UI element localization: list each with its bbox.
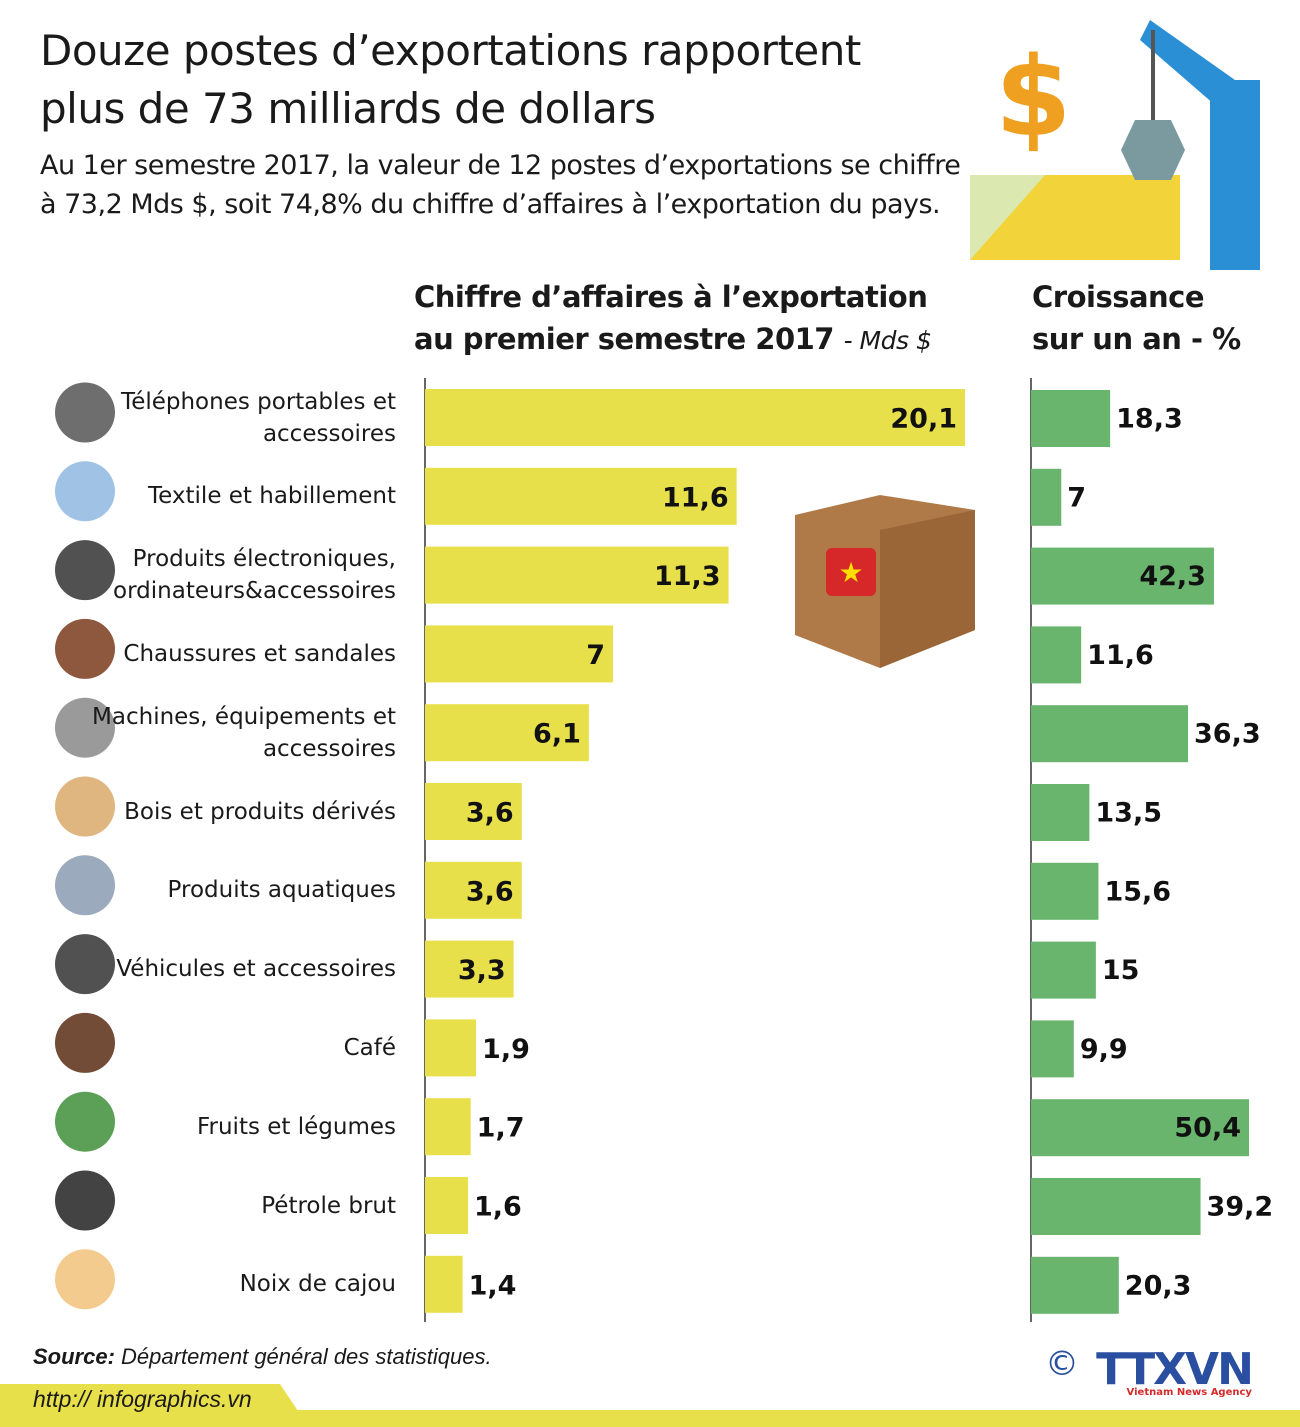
growth-label: 39,2 (1207, 1192, 1274, 1223)
category-label: Produits électroniques, ordinateurs&acce… (113, 546, 396, 605)
value-label: 3,3 (458, 955, 506, 986)
source-text: Département général des statistiques. (114, 1344, 492, 1369)
value-label: 1,6 (474, 1192, 522, 1223)
category-label: Noix de cajou (239, 1271, 396, 1298)
computer-icon (55, 540, 115, 601)
vietnam-flag-icon (826, 548, 876, 596)
growth-bar (1031, 626, 1082, 684)
category-label: Bois et produits dérivés (124, 798, 396, 825)
growth-bar (1031, 1256, 1119, 1314)
box-illustration: ★ (795, 495, 975, 668)
category-label: Pétrole brut (261, 1192, 396, 1219)
category-label: Machines, équipements et accessoires (92, 703, 396, 762)
value-label: 7 (586, 640, 605, 671)
category-label: Textile et habillement (148, 483, 396, 510)
growth-label: 42,3 (1139, 561, 1206, 592)
value-chart-title: Chiffre d’affaires à l’exportation au pr… (414, 276, 974, 362)
category-label: Produits aquatiques (167, 877, 396, 904)
tire-icon (55, 934, 115, 995)
value-label: 6,1 (533, 719, 581, 750)
growth-label: 13,5 (1095, 798, 1162, 829)
category-label: Fruits et légumes (196, 1113, 396, 1140)
growth-bar (1031, 862, 1099, 920)
growth-label: 36,3 (1194, 719, 1261, 750)
value-label: 20,1 (890, 404, 957, 435)
value-bar (425, 783, 522, 840)
growth-label: 11,6 (1087, 640, 1154, 671)
value-label: 3,6 (466, 876, 514, 907)
value-bar (425, 467, 737, 525)
growth-bar (1031, 547, 1214, 605)
wood-icon (55, 776, 115, 837)
growth-bar (1031, 1099, 1249, 1157)
value-bar (425, 861, 522, 919)
footer-bar (0, 1410, 1300, 1427)
value-bar (425, 1098, 471, 1156)
value-bar (425, 625, 614, 683)
value-bar (425, 1019, 477, 1077)
category-label: Téléphones portables et accessoires (121, 388, 396, 447)
svg-text:★: ★ (838, 556, 863, 589)
growth-label: 50,4 (1174, 1113, 1241, 1144)
cabbage-icon (55, 1091, 115, 1152)
growth-bar (1031, 784, 1090, 841)
oil-drop-icon (55, 1170, 115, 1231)
value-bar (425, 940, 514, 998)
category-label: Chaussures et sandales (123, 640, 396, 667)
value-label: 11,3 (654, 561, 721, 592)
growth-bar (1031, 941, 1096, 999)
category-label: Véhicules et accessoires (116, 956, 396, 983)
value-chart-title-text: Chiffre d’affaires à l’exportation au pr… (414, 280, 928, 356)
coffee-icon (55, 1012, 115, 1073)
value-bar (425, 1255, 463, 1313)
growth-bar (1031, 705, 1189, 763)
footer-tab (0, 1384, 300, 1414)
page-subtitle: Au 1er semestre 2017, la valeur de 12 po… (40, 150, 961, 220)
value-bar (425, 704, 589, 762)
category-label: Café (343, 1034, 396, 1061)
value-label: 1,4 (469, 1270, 517, 1301)
growth-bar (1031, 1020, 1074, 1078)
growth-label: 15 (1102, 955, 1140, 986)
copyright-icon: © (1045, 1344, 1079, 1384)
value-bar (425, 389, 965, 446)
value-bar (425, 546, 729, 604)
fish-icon (55, 855, 115, 916)
growth-label: 15,6 (1104, 876, 1171, 907)
chart-area: 20,1 18,3 11,6 7 11,3 42,3 7 11,6 6,1 36,3 3,6 13,5… (55, 378, 1274, 1322)
crane-icon (1210, 80, 1260, 270)
ttxvn-logo: © TTXVN Vietnam News Agency (1045, 1344, 1254, 1398)
shirt-icon (55, 461, 115, 522)
value-label: 1,9 (482, 1034, 530, 1065)
growth-chart-title: Croissance sur un an - % (1032, 280, 1241, 356)
growth-bar (1031, 468, 1062, 526)
growth-bar (1031, 1178, 1201, 1235)
shoes-icon (55, 618, 115, 679)
crane-container-illustration: $ (970, 20, 1260, 270)
source-note: Source: Département général des statisti… (33, 1344, 492, 1370)
phone-icon (55, 382, 115, 443)
value-chart-unit: - Mds $ (843, 326, 932, 355)
gear-icon (55, 697, 115, 758)
growth-label: 9,9 (1080, 1034, 1128, 1065)
growth-label: 20,3 (1125, 1270, 1192, 1301)
logo-text: TTXVN (1096, 1344, 1254, 1395)
growth-label: 7 (1067, 482, 1086, 513)
cashew-icon (55, 1249, 115, 1310)
growth-bar (1031, 390, 1111, 447)
value-label: 1,7 (477, 1113, 525, 1144)
website-link[interactable]: http:// infographics.vn (33, 1386, 252, 1412)
page-title: Douze postes d’exportations rapportent p… (40, 26, 861, 133)
growth-label: 18,3 (1116, 404, 1183, 435)
value-label: 11,6 (662, 482, 729, 513)
value-label: 3,6 (466, 798, 514, 829)
value-bar (425, 1177, 468, 1234)
source-label: Source: (33, 1344, 115, 1369)
logo-subtitle: Vietnam News Agency (1126, 1387, 1252, 1398)
dollar-icon: $ (995, 33, 1072, 161)
